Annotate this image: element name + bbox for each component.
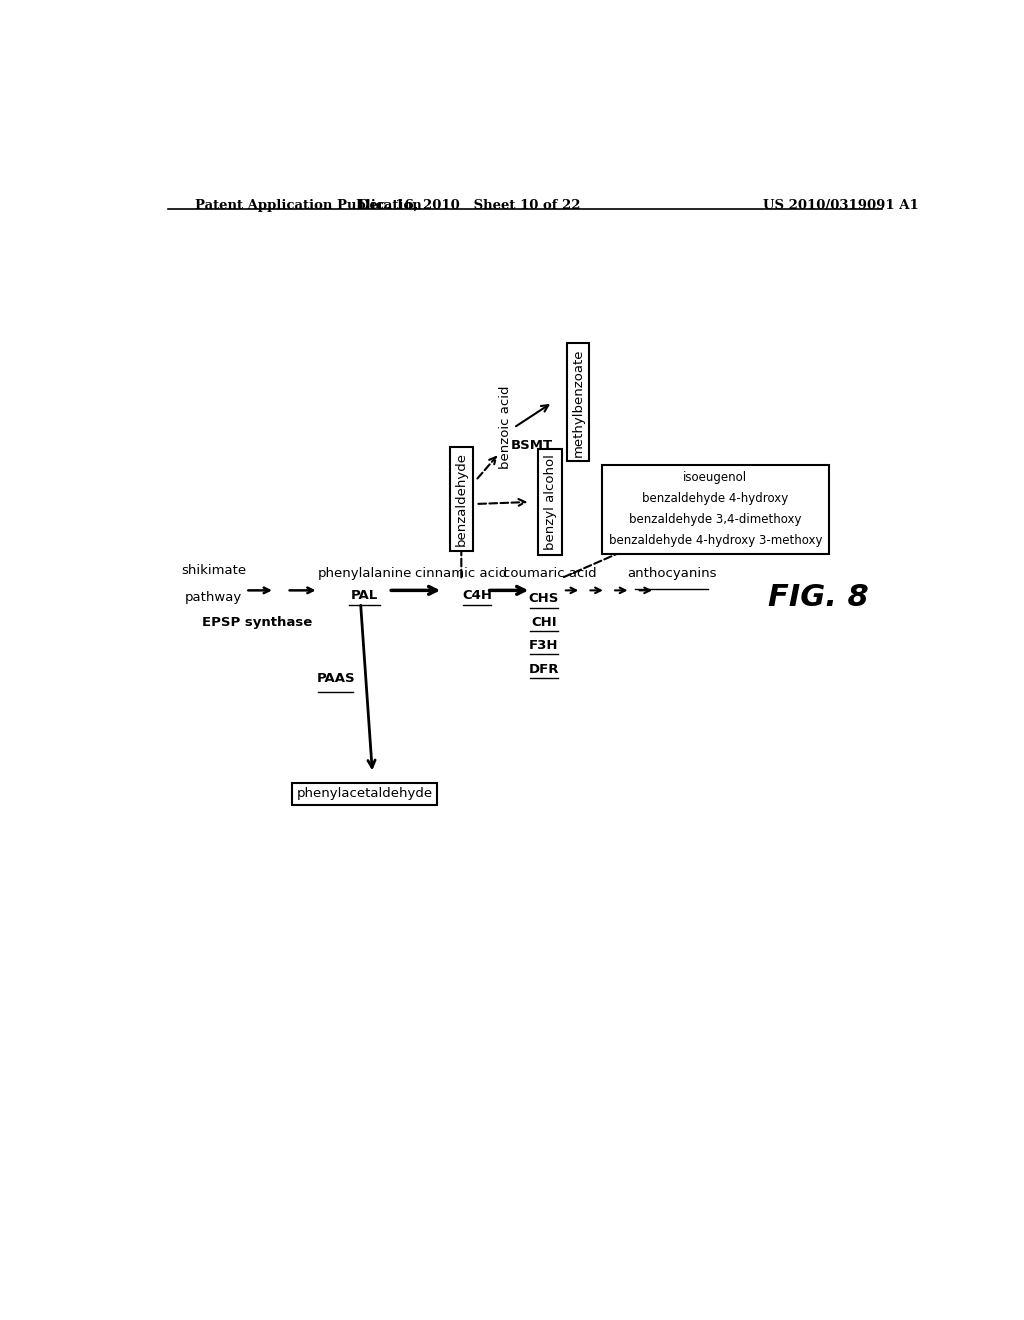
Text: phenylacetaldehyde: phenylacetaldehyde: [296, 787, 432, 800]
Text: F3H: F3H: [529, 639, 559, 652]
Text: coumaric acid: coumaric acid: [504, 568, 597, 581]
Text: methylbenzoate: methylbenzoate: [571, 348, 585, 457]
Text: US 2010/0319091 A1: US 2010/0319091 A1: [763, 199, 919, 213]
Text: BSMT: BSMT: [511, 438, 553, 451]
Text: Dec. 16, 2010   Sheet 10 of 22: Dec. 16, 2010 Sheet 10 of 22: [358, 199, 581, 213]
Text: PAL: PAL: [351, 589, 378, 602]
Text: benzaldehyde: benzaldehyde: [455, 451, 468, 546]
Text: shikimate: shikimate: [181, 564, 246, 577]
Text: PAAS: PAAS: [316, 672, 355, 685]
Text: pathway: pathway: [185, 591, 243, 605]
Text: FIG. 8: FIG. 8: [768, 583, 868, 612]
Text: anthocyanins: anthocyanins: [627, 568, 717, 581]
Text: phenylalanine: phenylalanine: [317, 568, 412, 581]
Text: Patent Application Publication: Patent Application Publication: [196, 199, 422, 213]
Text: isoeugenol
benzaldehyde 4-hydroxy
benzaldehyde 3,4-dimethoxy
benzaldehyde 4-hydr: isoeugenol benzaldehyde 4-hydroxy benzal…: [608, 471, 822, 546]
Text: benzyl alcohol: benzyl alcohol: [544, 454, 557, 550]
Text: DFR: DFR: [528, 663, 559, 676]
Text: cinnamic acid: cinnamic acid: [415, 568, 508, 581]
Text: CHS: CHS: [528, 593, 559, 606]
Text: CHI: CHI: [531, 616, 557, 628]
Text: benzoic acid: benzoic acid: [500, 385, 512, 470]
Text: C4H: C4H: [462, 589, 493, 602]
Text: EPSP synthase: EPSP synthase: [202, 616, 312, 628]
